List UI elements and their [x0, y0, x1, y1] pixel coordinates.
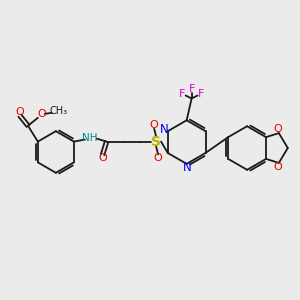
Text: O: O: [274, 162, 282, 172]
Text: O: O: [150, 120, 158, 130]
Text: N: N: [183, 161, 192, 174]
Text: O: O: [38, 109, 46, 119]
Text: F: F: [178, 88, 185, 98]
Text: F: F: [198, 88, 205, 98]
Text: N: N: [159, 123, 168, 136]
Text: F: F: [188, 84, 195, 94]
Text: S: S: [151, 135, 161, 148]
Text: O: O: [274, 124, 282, 134]
Text: NH: NH: [82, 133, 98, 142]
Text: O: O: [98, 153, 107, 164]
Text: O: O: [154, 153, 163, 164]
Text: CH₃: CH₃: [50, 106, 68, 116]
Text: O: O: [16, 107, 24, 117]
